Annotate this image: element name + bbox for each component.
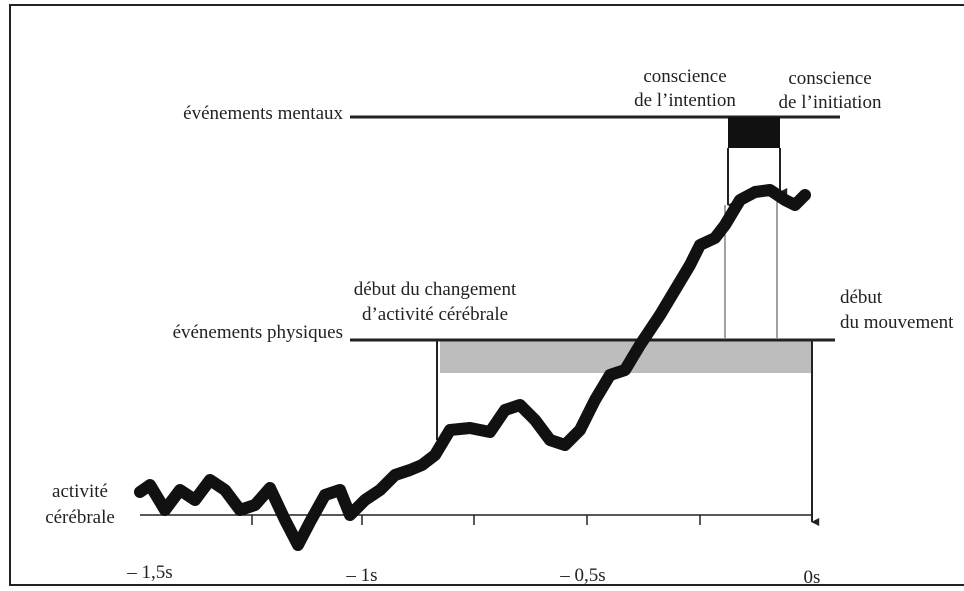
label: conscience: [643, 66, 726, 87]
time-label: 0s: [804, 567, 821, 588]
label: du mouvement: [840, 312, 954, 333]
label: début: [840, 287, 883, 308]
label: événements physiques: [173, 322, 343, 343]
label: début du changement: [354, 279, 517, 300]
time-label: – 1,5s: [126, 562, 172, 583]
label: de l’intention: [634, 90, 736, 111]
time-label: – 1s: [345, 565, 377, 586]
label: cérébrale: [45, 507, 115, 528]
label: conscience: [788, 68, 871, 89]
label: de l’initiation: [779, 92, 882, 113]
label: activité: [52, 481, 108, 502]
time-label: – 0,5s: [559, 565, 605, 586]
awareness-block: [728, 117, 780, 148]
activity-trace: [134, 184, 811, 551]
ticks: [251, 515, 701, 525]
label: d’activité cérébrale: [362, 304, 508, 325]
label: événements mentaux: [183, 103, 343, 124]
frame: [9, 4, 964, 586]
